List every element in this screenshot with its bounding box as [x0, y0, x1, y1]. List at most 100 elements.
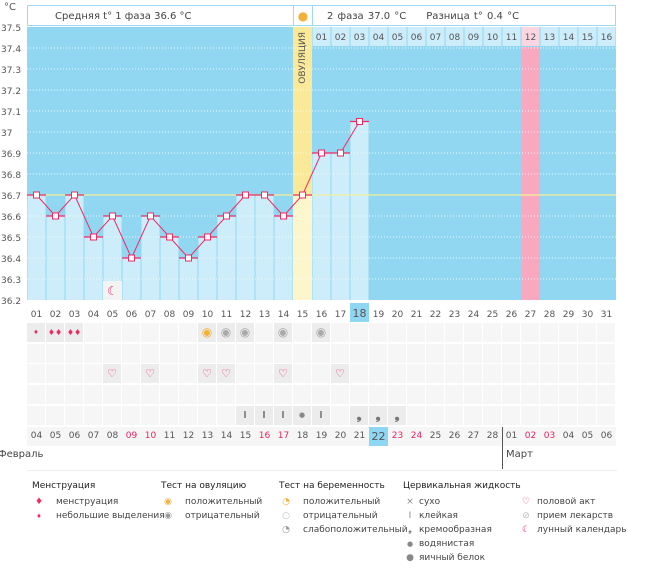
day-marker-cell[interactable]: I [274, 406, 292, 425]
day-marker-cell[interactable] [179, 406, 197, 425]
day-marker-cell[interactable] [46, 385, 64, 404]
day-marker-cell[interactable] [578, 364, 596, 383]
calendar-date[interactable]: 04 [559, 427, 578, 446]
day-marker-cell[interactable] [160, 364, 178, 383]
day-marker-cell[interactable] [217, 406, 235, 425]
day-marker-cell[interactable] [483, 364, 501, 383]
day-marker-cell[interactable] [179, 364, 197, 383]
day-marker-cell[interactable]: ● [293, 406, 311, 425]
day-marker-cell[interactable] [597, 385, 615, 404]
day-marker-cell[interactable] [274, 344, 292, 363]
day-marker-cell[interactable] [502, 364, 520, 383]
day-marker-cell[interactable] [597, 406, 615, 425]
calendar-date[interactable]: 21 [350, 427, 369, 446]
calendar-date[interactable]: 19 [312, 427, 331, 446]
day-marker-cell[interactable] [331, 385, 349, 404]
day-marker-cell[interactable] [502, 385, 520, 404]
day-marker-cell[interactable] [331, 323, 349, 342]
day-marker-cell[interactable]: ♡ [217, 364, 235, 383]
day-marker-cell[interactable]: I [255, 406, 273, 425]
day-marker-cell[interactable] [84, 323, 102, 342]
day-marker-cell[interactable] [483, 385, 501, 404]
day-marker-cell[interactable]: ♡ [198, 364, 216, 383]
day-marker-cell[interactable] [426, 385, 444, 404]
day-marker-cell[interactable] [483, 344, 501, 363]
calendar-date[interactable]: 03 [540, 427, 559, 446]
day-marker-cell[interactable] [255, 344, 273, 363]
day-marker-cell[interactable] [160, 344, 178, 363]
day-marker-cell[interactable] [597, 323, 615, 342]
day-marker-cell[interactable]: ❟ [369, 406, 387, 425]
day-marker-cell[interactable] [559, 385, 577, 404]
day-marker-cell[interactable] [464, 323, 482, 342]
day-marker-cell[interactable] [407, 344, 425, 363]
day-marker-cell[interactable] [122, 364, 140, 383]
day-marker-cell[interactable] [84, 385, 102, 404]
day-marker-cell[interactable] [426, 364, 444, 383]
day-marker-cell[interactable] [464, 344, 482, 363]
day-marker-cell[interactable] [388, 323, 406, 342]
day-marker-cell[interactable]: ♦♦ [65, 323, 83, 342]
day-marker-cell[interactable] [445, 385, 463, 404]
day-marker-cell[interactable]: ◉ [312, 323, 330, 342]
day-marker-cell[interactable] [350, 344, 368, 363]
day-marker-cell[interactable]: I [312, 406, 330, 425]
day-marker-cell[interactable] [407, 323, 425, 342]
day-marker-cell[interactable] [236, 385, 254, 404]
day-marker-cell[interactable] [274, 385, 292, 404]
day-marker-cell[interactable] [103, 344, 121, 363]
day-marker-cell[interactable] [46, 406, 64, 425]
day-marker-cell[interactable]: ◉ [274, 323, 292, 342]
day-marker-cell[interactable]: ♡ [103, 364, 121, 383]
day-marker-cell[interactable] [198, 406, 216, 425]
calendar-date[interactable]: 18 [293, 427, 312, 446]
day-marker-cell[interactable] [597, 364, 615, 383]
day-marker-cell[interactable] [350, 323, 368, 342]
day-marker-cell[interactable] [27, 406, 45, 425]
day-marker-cell[interactable]: ◉ [217, 323, 235, 342]
day-marker-cell[interactable] [407, 385, 425, 404]
calendar-date[interactable]: 15 [236, 427, 255, 446]
day-marker-cell[interactable] [559, 406, 577, 425]
day-marker-cell[interactable] [293, 385, 311, 404]
day-marker-cell[interactable]: ♦♦ [46, 323, 64, 342]
day-marker-cell[interactable] [141, 344, 159, 363]
day-marker-cell[interactable] [445, 344, 463, 363]
calendar-date[interactable]: 09 [122, 427, 141, 446]
calendar-date[interactable]: 10 [141, 427, 160, 446]
day-marker-cell[interactable] [84, 344, 102, 363]
day-marker-cell[interactable]: ♡ [141, 364, 159, 383]
calendar-date[interactable]: 27 [464, 427, 483, 446]
calendar-date[interactable]: 01 [502, 427, 521, 446]
day-marker-cell[interactable] [407, 406, 425, 425]
day-marker-cell[interactable] [464, 364, 482, 383]
day-marker-cell[interactable] [255, 385, 273, 404]
day-marker-cell[interactable]: I [236, 406, 254, 425]
day-marker-cell[interactable] [464, 385, 482, 404]
day-marker-cell[interactable] [597, 344, 615, 363]
day-marker-cell[interactable]: ❟ [350, 406, 368, 425]
day-marker-cell[interactable] [217, 385, 235, 404]
day-marker-cell[interactable] [388, 344, 406, 363]
calendar-date[interactable]: 11 [160, 427, 179, 446]
day-marker-cell[interactable] [179, 385, 197, 404]
day-marker-cell[interactable] [483, 323, 501, 342]
day-marker-cell[interactable] [141, 406, 159, 425]
day-marker-cell[interactable] [578, 406, 596, 425]
day-marker-cell[interactable] [445, 364, 463, 383]
day-marker-cell[interactable] [84, 364, 102, 383]
day-marker-cell[interactable] [388, 364, 406, 383]
day-marker-cell[interactable] [445, 323, 463, 342]
day-marker-cell[interactable] [559, 344, 577, 363]
calendar-date[interactable]: 22 [369, 427, 388, 446]
day-marker-cell[interactable] [331, 344, 349, 363]
day-marker-cell[interactable]: ♡ [331, 364, 349, 383]
day-marker-cell[interactable] [122, 406, 140, 425]
day-marker-cell[interactable] [369, 323, 387, 342]
day-marker-cell[interactable] [179, 323, 197, 342]
day-marker-cell[interactable] [255, 364, 273, 383]
day-marker-cell[interactable] [141, 385, 159, 404]
day-marker-cell[interactable] [255, 323, 273, 342]
day-marker-cell[interactable] [483, 406, 501, 425]
day-marker-cell[interactable]: ◉ [198, 323, 216, 342]
